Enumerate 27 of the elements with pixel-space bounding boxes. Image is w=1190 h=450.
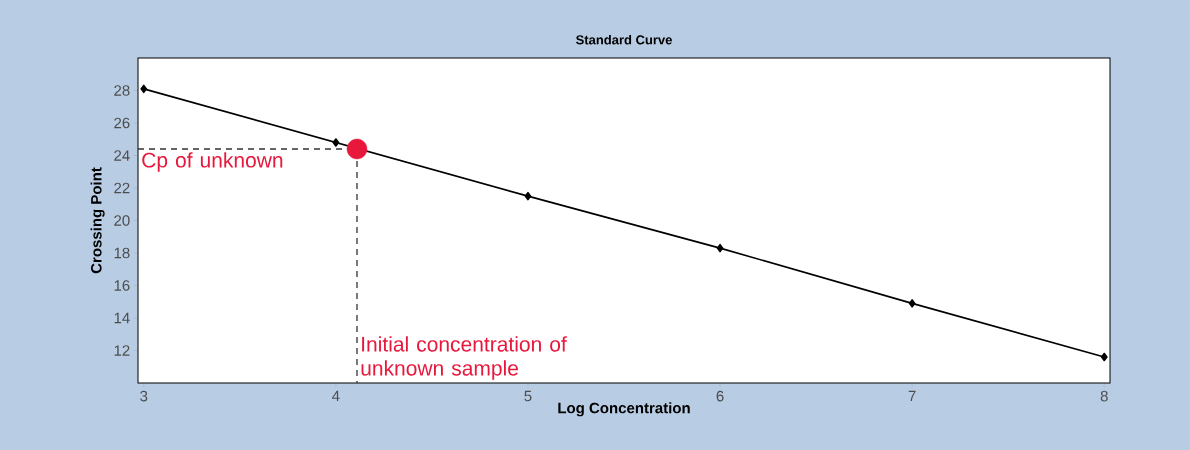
y-tick-label: 28 — [114, 85, 130, 96]
y-tick-label: 20 — [114, 215, 130, 226]
annotation: Initial concentration of unknown sample — [361, 336, 567, 380]
point — [1100, 352, 1108, 362]
point — [716, 243, 724, 253]
point — [524, 191, 532, 201]
point — [346, 138, 368, 160]
x-tick-label: 7 — [908, 390, 916, 402]
y-tick-label: 22 — [114, 182, 130, 194]
point — [140, 84, 148, 94]
x-tick-label: 4 — [332, 390, 340, 402]
y-axis-title: Crossing Point — [90, 167, 105, 274]
y-tick-label: 12 — [114, 345, 130, 356]
y-tick-label: 24 — [114, 150, 130, 161]
x-tick-label: 3 — [140, 390, 148, 402]
point — [908, 299, 916, 308]
y-tick-label: 18 — [114, 247, 130, 259]
x-tick-label: 8 — [1100, 390, 1108, 402]
x-tick-label: 6 — [716, 390, 724, 402]
y-tick-label: 14 — [114, 312, 130, 324]
y-tick-label: 26 — [114, 117, 130, 129]
chart-title: Standard Curve — [575, 34, 672, 45]
x-tick-label: 5 — [524, 390, 532, 402]
y-tick-label: 16 — [114, 280, 130, 291]
point — [332, 138, 340, 147]
annotation: Cp of unknown — [142, 152, 283, 172]
x-axis-title: Log Concentration — [558, 402, 690, 417]
